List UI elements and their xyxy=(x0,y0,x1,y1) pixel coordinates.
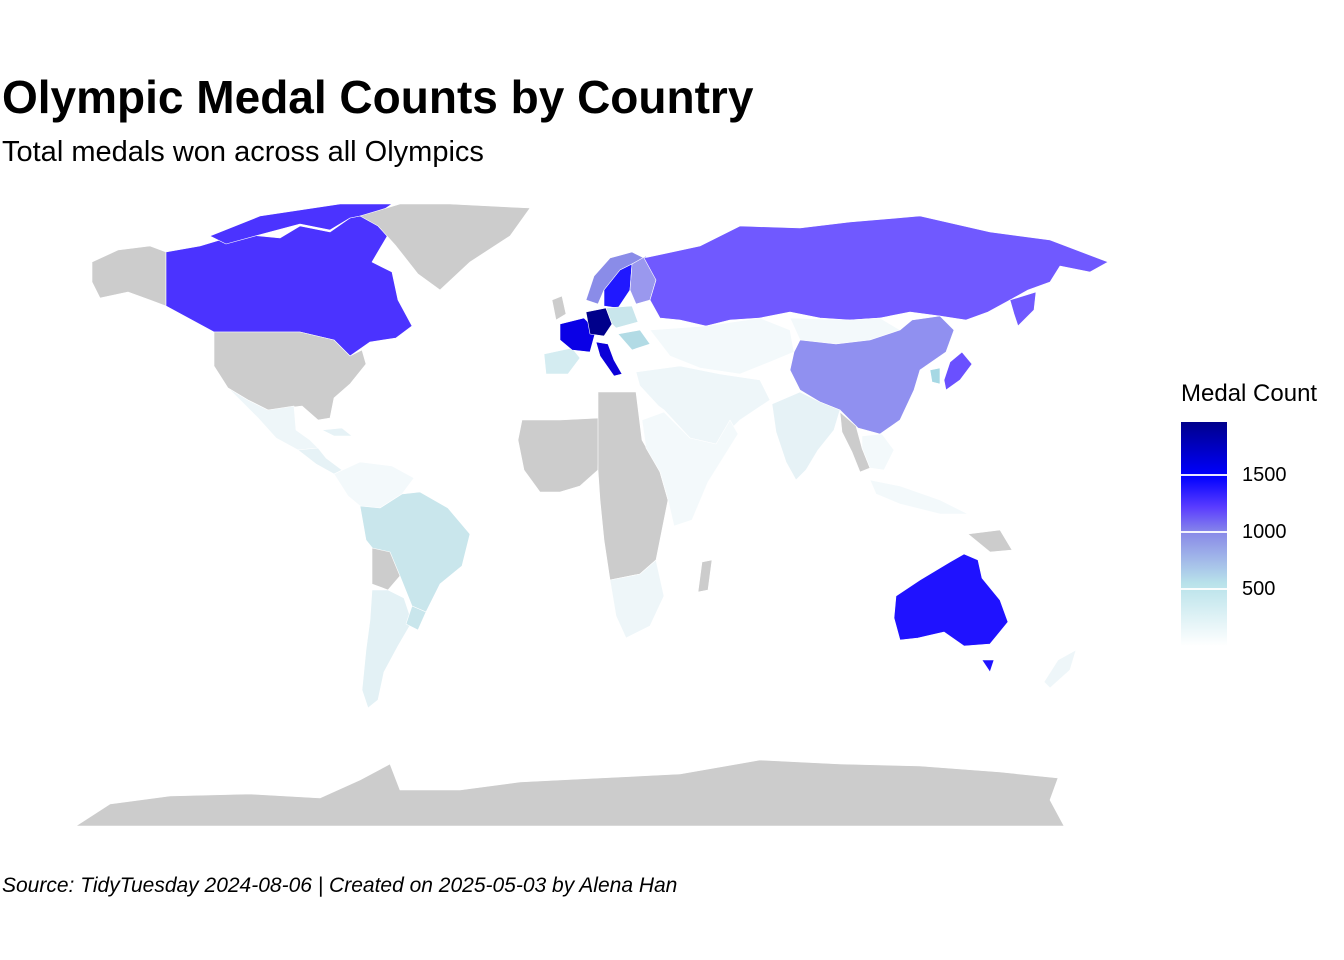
caption: Source: TidyTuesday 2024-08-06 | Created… xyxy=(2,874,678,897)
region-india xyxy=(771,391,841,481)
region-central-america xyxy=(297,447,343,475)
region-russia xyxy=(643,215,1109,327)
legend-tick-label: 1000 xyxy=(1242,520,1287,543)
region-greenland xyxy=(359,203,531,291)
region-new-zealand xyxy=(1043,649,1077,689)
region-poland xyxy=(605,305,639,329)
region-russia-east xyxy=(1009,291,1037,327)
region-italy xyxy=(595,341,623,377)
region-uk xyxy=(551,295,567,321)
region-bolivia xyxy=(371,547,401,591)
region-hungary xyxy=(617,329,651,351)
region-southern-africa xyxy=(609,559,665,639)
region-france xyxy=(559,317,597,353)
region-korea xyxy=(929,367,941,385)
region-west-africa xyxy=(517,417,601,493)
region-southeast-asia xyxy=(861,433,969,515)
region-east-africa xyxy=(641,411,739,527)
legend-tick-mark xyxy=(1181,530,1227,533)
page-title: Olympic Medal Counts by Country xyxy=(2,71,754,123)
region-germany xyxy=(585,307,613,337)
region-spain xyxy=(543,347,581,375)
region-papua xyxy=(967,529,1013,553)
region-japan xyxy=(943,351,973,391)
region-china xyxy=(789,315,955,435)
region-australia xyxy=(893,553,1009,647)
legend-tick-label: 1500 xyxy=(1242,463,1287,486)
region-madagascar xyxy=(697,559,713,593)
page-subtitle: Total medals won across all Olympics xyxy=(2,136,484,168)
region-myanmar xyxy=(839,411,871,473)
legend-tick-mark xyxy=(1181,587,1227,590)
legend-title: Medal Count xyxy=(1181,380,1318,407)
region-tasmania xyxy=(981,659,995,673)
region-mexico xyxy=(227,387,319,451)
region-alaska xyxy=(91,245,167,307)
region-central-asia xyxy=(649,317,795,375)
legend-tick-label: 500 xyxy=(1242,577,1276,600)
legend-tick-mark xyxy=(1181,473,1227,476)
region-caribbean xyxy=(321,427,353,437)
region-uruguay xyxy=(405,605,427,631)
region-antarctica xyxy=(75,759,1065,827)
region-argentina xyxy=(361,589,413,709)
legend-colorbar xyxy=(1181,422,1227,646)
